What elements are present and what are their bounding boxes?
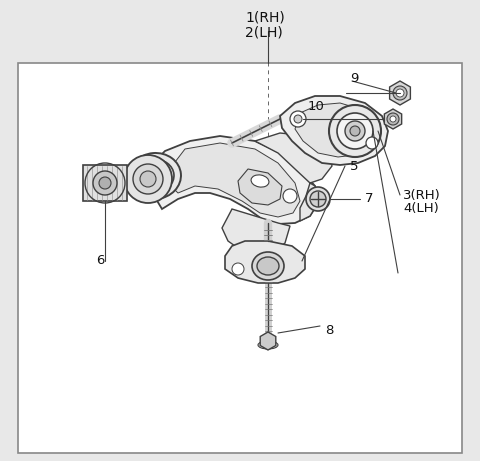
Text: 5: 5 [350, 160, 359, 172]
Polygon shape [150, 136, 318, 224]
Circle shape [290, 111, 306, 127]
Circle shape [140, 171, 156, 187]
Text: 10: 10 [308, 100, 325, 112]
Circle shape [387, 113, 399, 125]
Circle shape [93, 171, 117, 195]
Text: 7: 7 [365, 193, 373, 206]
Ellipse shape [252, 252, 284, 280]
Ellipse shape [258, 341, 278, 349]
Text: 4(LH): 4(LH) [403, 202, 439, 215]
Text: 6: 6 [96, 254, 104, 267]
Polygon shape [295, 103, 376, 157]
Polygon shape [255, 133, 332, 221]
Ellipse shape [393, 92, 407, 102]
Circle shape [294, 115, 302, 123]
Circle shape [337, 113, 373, 149]
Circle shape [232, 263, 244, 275]
Polygon shape [384, 109, 402, 129]
Polygon shape [225, 241, 305, 283]
Ellipse shape [136, 160, 174, 193]
Circle shape [310, 191, 326, 207]
Ellipse shape [257, 257, 279, 275]
Circle shape [396, 89, 404, 97]
Polygon shape [222, 209, 290, 254]
Polygon shape [390, 81, 410, 105]
Text: 9: 9 [350, 71, 359, 84]
Circle shape [306, 187, 330, 211]
Polygon shape [280, 96, 388, 165]
FancyBboxPatch shape [18, 63, 462, 453]
Ellipse shape [144, 166, 166, 185]
Text: 2(LH): 2(LH) [245, 26, 283, 40]
Circle shape [124, 155, 172, 203]
Circle shape [283, 189, 297, 203]
Circle shape [390, 116, 396, 122]
Circle shape [393, 86, 407, 100]
Circle shape [133, 164, 163, 194]
Text: 1(RH): 1(RH) [245, 11, 285, 25]
Ellipse shape [251, 175, 269, 187]
Circle shape [345, 121, 365, 141]
Text: 8: 8 [325, 325, 334, 337]
Polygon shape [238, 169, 282, 205]
Text: 3(RH): 3(RH) [403, 189, 441, 201]
Circle shape [329, 105, 381, 157]
Circle shape [99, 177, 111, 189]
Circle shape [350, 126, 360, 136]
Circle shape [366, 137, 378, 149]
Polygon shape [83, 165, 127, 201]
Polygon shape [260, 332, 276, 350]
Polygon shape [168, 143, 300, 217]
Ellipse shape [129, 153, 181, 199]
